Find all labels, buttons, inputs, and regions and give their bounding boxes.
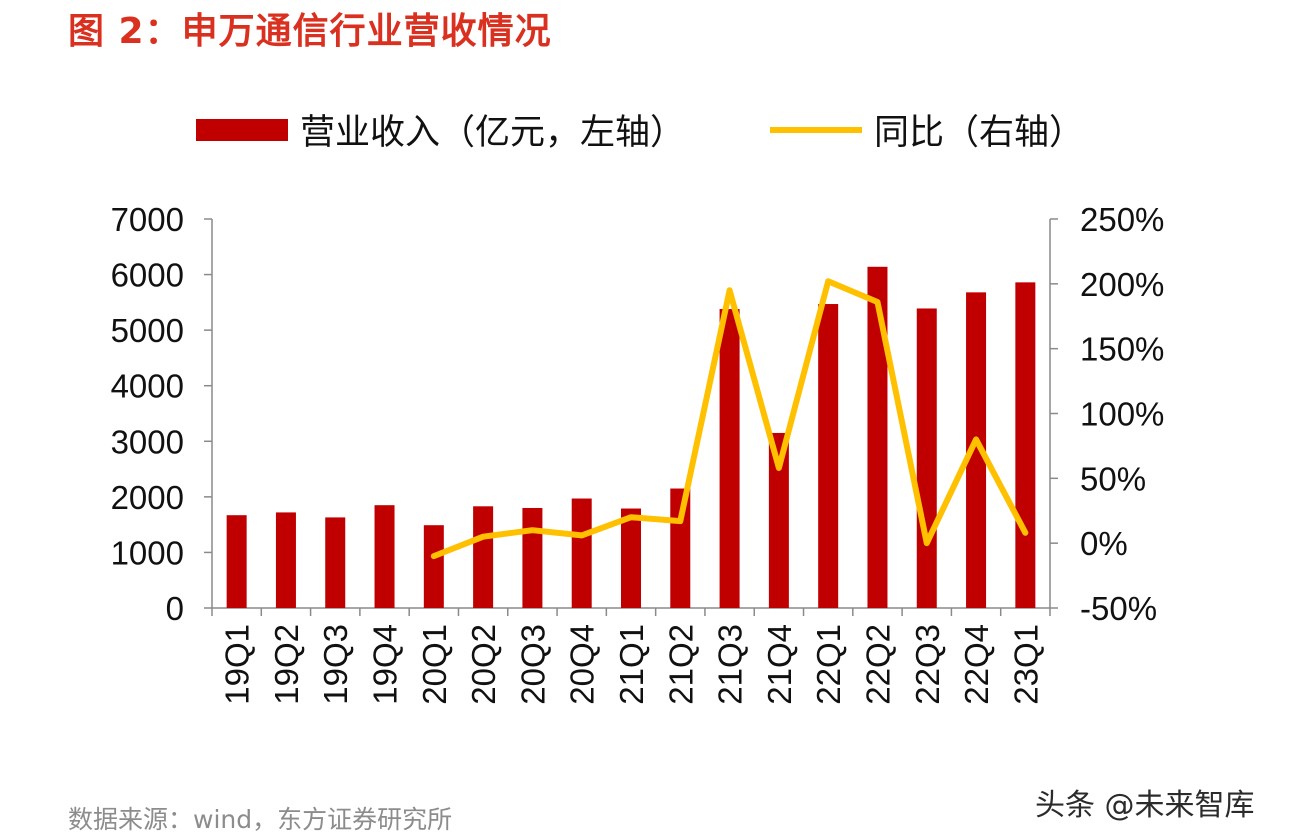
left-tick-label: 1000 (111, 534, 184, 571)
x-tick-label: 22Q4 (958, 624, 995, 705)
x-tick-label: 23Q1 (1007, 624, 1044, 705)
source-note: 数据来源：wind，东方证券研究所 (68, 805, 453, 834)
right-tick-label: 200% (1080, 266, 1164, 303)
x-tick-label: 21Q1 (613, 624, 650, 705)
left-tick-label: 4000 (111, 368, 184, 405)
left-tick-label: 6000 (111, 257, 184, 294)
x-tick-label: 20Q3 (514, 624, 551, 705)
bar (226, 515, 247, 608)
left-tick-label: 0 (166, 590, 184, 627)
right-tick-label: 150% (1080, 331, 1164, 368)
right-tick-label: 100% (1080, 396, 1164, 433)
bar (818, 304, 839, 608)
left-tick-label: 5000 (111, 312, 184, 349)
bar (621, 508, 641, 608)
x-tick-label: 22Q2 (859, 624, 896, 705)
bar (423, 525, 444, 608)
x-tick-label: 22Q1 (810, 624, 847, 705)
x-tick-label: 20Q1 (416, 624, 453, 705)
x-tick-label: 21Q3 (712, 624, 749, 705)
x-tick-label: 19Q4 (367, 624, 404, 705)
bar (670, 488, 691, 608)
left-tick-label: 3000 (111, 423, 184, 460)
bar (473, 506, 494, 608)
bar (325, 517, 346, 608)
legend-bar-label: 营业收入（亿元，左轴） (300, 113, 685, 153)
right-tick-label: 250% (1080, 201, 1164, 238)
line-series (430, 278, 1029, 560)
bar (966, 292, 987, 608)
left-tick-label: 7000 (111, 201, 184, 238)
x-tick-label: 19Q2 (268, 624, 305, 705)
bar (768, 432, 789, 608)
bar (374, 505, 395, 608)
x-tick-label: 19Q3 (317, 624, 354, 705)
bar (1015, 282, 1036, 608)
bar-series (226, 266, 1036, 608)
bar (916, 308, 937, 608)
yoy-line (430, 278, 1029, 560)
x-tick-label: 20Q4 (564, 624, 601, 705)
bar (571, 498, 592, 608)
right-tick-label: -50% (1080, 590, 1157, 627)
bar (275, 512, 296, 608)
legend-line-label: 同比（右轴） (874, 113, 1084, 153)
x-tick-label: 22Q3 (909, 624, 946, 705)
tick-labels: 0 1000 2000 3000 4000 5000 6000 7000 -50% 0% 50% 10… (111, 201, 1165, 705)
right-tick-label: 0% (1080, 525, 1128, 562)
right-tick-label: 50% (1080, 460, 1146, 497)
bar (719, 309, 740, 608)
x-tick-label: 20Q2 (465, 624, 502, 705)
left-tick-label: 2000 (111, 479, 184, 516)
legend: 营业收入（亿元，左轴） 同比（右轴） (196, 113, 1084, 153)
watermark: 头条 @未来智库 (1035, 788, 1255, 823)
x-tick-label: 21Q2 (662, 624, 699, 705)
legend-bar-swatch (196, 119, 288, 141)
x-tick-label: 19Q1 (219, 624, 256, 705)
x-tick-label: 21Q4 (761, 624, 798, 705)
bar (867, 266, 888, 608)
bar (522, 507, 543, 608)
chart-title: 图 2：申万通信行业营收情况 (68, 11, 552, 52)
